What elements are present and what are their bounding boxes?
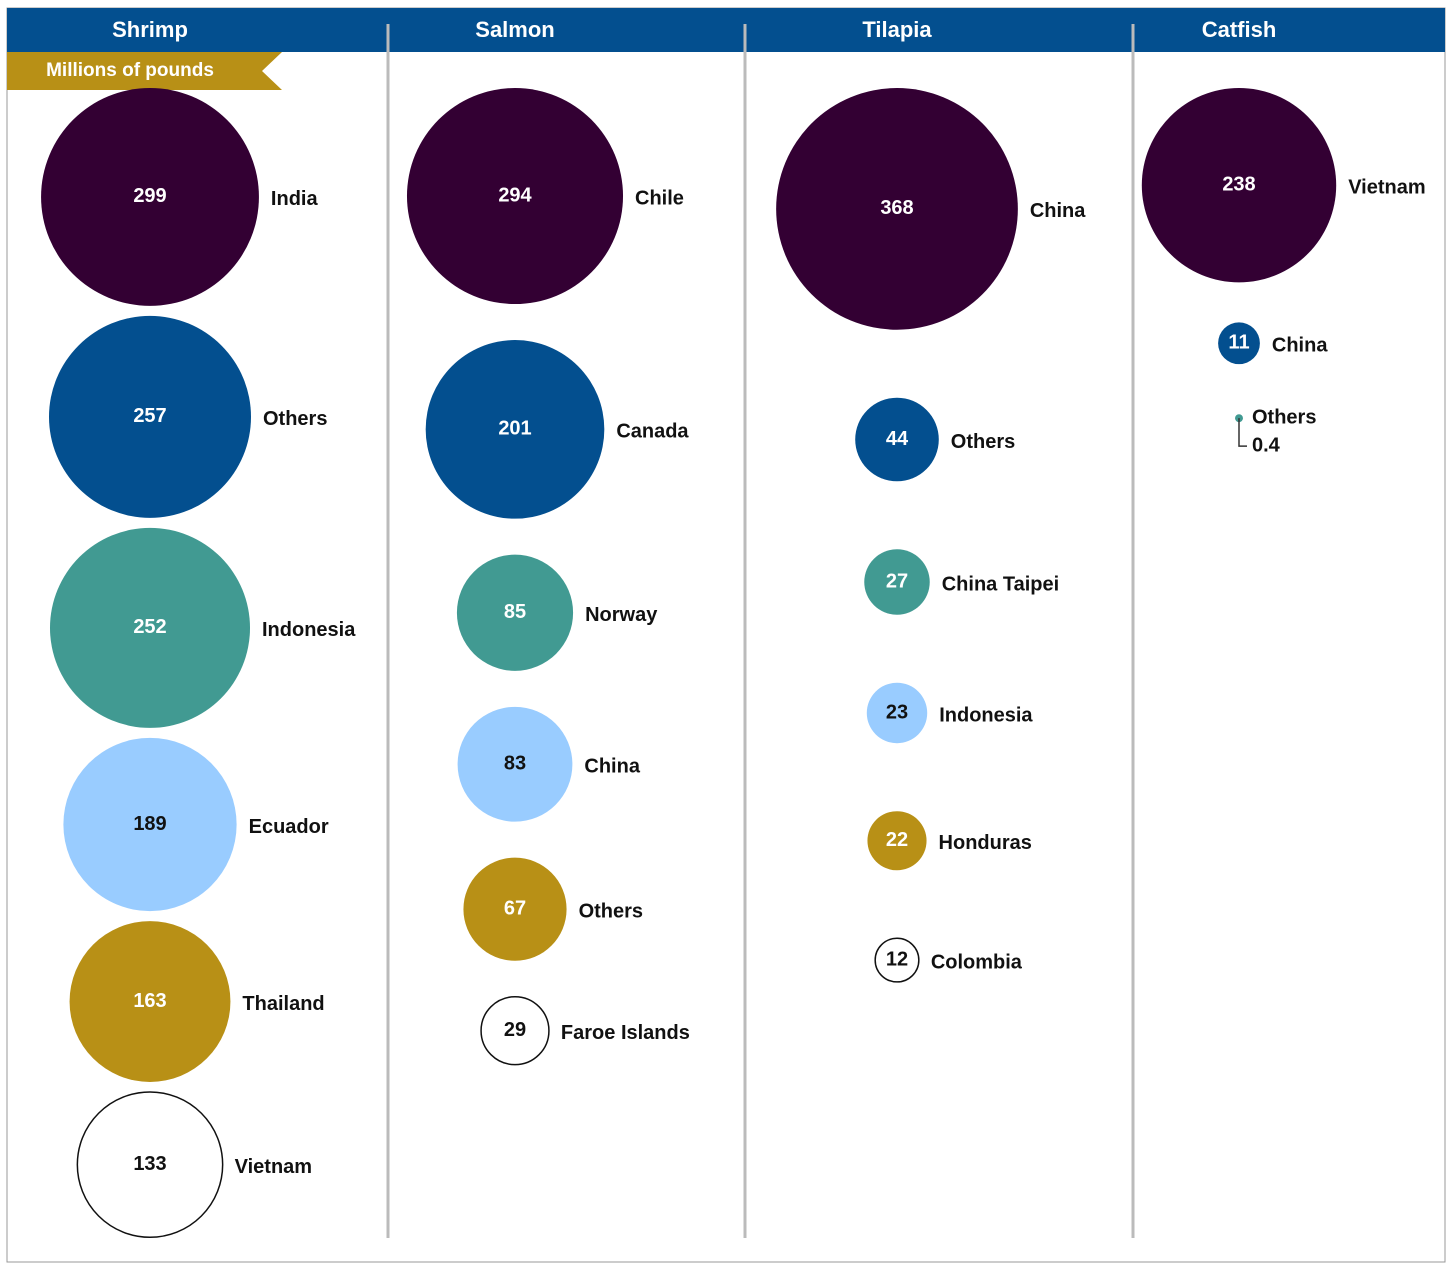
- bubble-value: 294: [498, 184, 532, 206]
- bubble-name: Vietnam: [235, 1156, 312, 1178]
- bubble-name: Vietnam: [1348, 176, 1425, 198]
- bubble-name: Others: [263, 408, 327, 430]
- bubble-value: 85: [504, 601, 526, 623]
- bubble: [76, 1091, 224, 1239]
- bubble: [855, 397, 939, 482]
- bubble-value: 299: [133, 185, 166, 207]
- bubble: [457, 706, 573, 822]
- bubble-value: 23: [886, 701, 908, 723]
- bubble-value: 0.4: [1252, 434, 1281, 456]
- bubble-value: 12: [886, 948, 908, 970]
- unit-tag: [7, 52, 282, 90]
- bubble: [41, 87, 259, 306]
- bubble-name: Indonesia: [262, 619, 356, 641]
- bubble: [864, 549, 930, 615]
- bubble-value: 67: [504, 897, 526, 919]
- bubble: [69, 921, 231, 1082]
- bubble-name: Honduras: [939, 832, 1032, 854]
- bubble: [1141, 88, 1337, 283]
- bubble-value: 163: [133, 990, 166, 1012]
- bubble: [866, 682, 928, 744]
- bubble-name: Others: [1252, 406, 1316, 428]
- bubble-value: 22: [886, 829, 908, 851]
- bubble-name: India: [271, 188, 319, 210]
- bubble-value: 257: [133, 405, 166, 427]
- panel-title: Shrimp: [112, 17, 188, 42]
- bubble-value: 252: [133, 616, 166, 638]
- bubble-value: 83: [504, 753, 526, 775]
- bubble: [425, 340, 605, 519]
- bubble-value: 27: [886, 570, 908, 592]
- leader: [1238, 418, 1247, 447]
- bubble-name: China: [1272, 335, 1328, 357]
- bubble-name: Colombia: [931, 951, 1023, 973]
- bubble-name: China Taipei: [942, 573, 1059, 595]
- bubble-name: Chile: [635, 187, 684, 209]
- bubble-value: 201: [498, 418, 531, 440]
- bubble-name: Norway: [585, 604, 658, 626]
- bubble-value: 238: [1222, 173, 1255, 195]
- bubble-name: Ecuador: [249, 816, 329, 838]
- bubble-name: Canada: [616, 421, 689, 443]
- bubble: [480, 996, 550, 1066]
- panel-title: Salmon: [475, 17, 554, 42]
- unit-label: Millions of pounds: [46, 60, 214, 81]
- bubble-name: Others: [579, 900, 643, 922]
- bubble: [49, 527, 251, 728]
- bubble: [63, 737, 237, 912]
- bubble: [49, 315, 251, 518]
- bubble-value: 44: [886, 428, 909, 450]
- bubble: [463, 857, 567, 961]
- header-bar: [7, 8, 1445, 52]
- bubble-value: 189: [133, 813, 166, 835]
- bubble-name: Faroe Islands: [561, 1022, 690, 1044]
- bubble-value: 368: [880, 197, 913, 219]
- bubble-name: Thailand: [242, 993, 324, 1015]
- bubble-name: Others: [951, 431, 1015, 453]
- bubble: [874, 937, 920, 983]
- bubble-name: China: [1030, 200, 1086, 222]
- bubble: [867, 811, 927, 871]
- bubble: [1218, 322, 1260, 365]
- bubble-value: 29: [504, 1019, 526, 1041]
- bubble: [456, 554, 574, 671]
- bubble-value: 133: [133, 1153, 166, 1175]
- bubble-value: 11: [1228, 332, 1249, 354]
- panel-title: Tilapia: [862, 17, 932, 42]
- bubble: [776, 87, 1018, 330]
- panel-title: Catfish: [1202, 17, 1277, 42]
- bubble-name: China: [584, 756, 640, 778]
- bubble: [406, 87, 624, 305]
- bubble-name: Indonesia: [939, 704, 1033, 726]
